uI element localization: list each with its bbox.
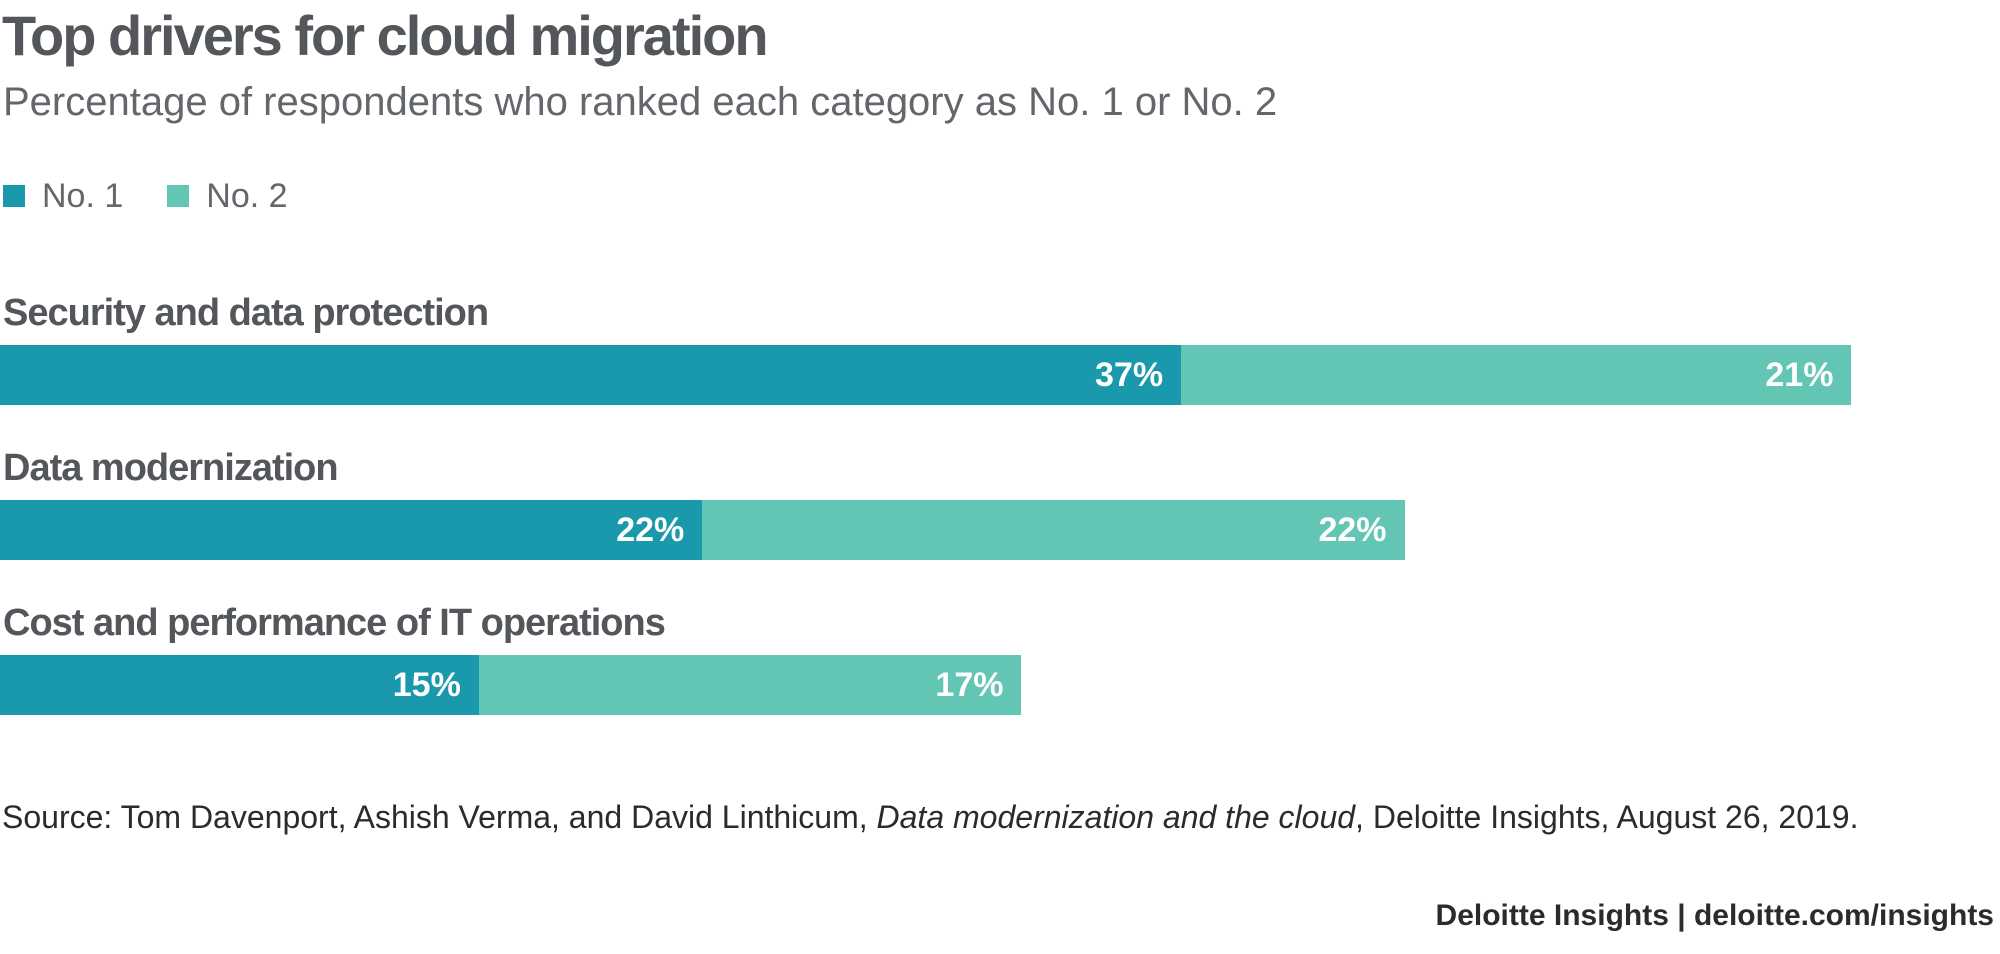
bar-label-cost-performance-no1: 15% bbox=[392, 666, 461, 704]
source-note: Source: Tom Davenport, Ashish Verma, and… bbox=[2, 796, 1862, 839]
source-prefix: Source: Tom Davenport, Ashish Verma, and… bbox=[2, 799, 877, 835]
bar-row-cost-performance: 15% 17% bbox=[0, 655, 1022, 715]
footer-credit: Deloitte Insights | deloitte.com/insight… bbox=[1435, 899, 1994, 932]
bar-label-security-no1: 37% bbox=[1095, 356, 1164, 394]
source-suffix: , Deloitte Insights, August 26, 2019. bbox=[1355, 799, 1859, 835]
category-label-security: Security and data protection bbox=[3, 292, 489, 334]
legend-label-no2: No. 2 bbox=[206, 176, 288, 215]
bar-label-data-modernization-no2: 22% bbox=[1318, 511, 1387, 549]
legend-swatch-no1 bbox=[3, 185, 25, 207]
chart-title: Top drivers for cloud migration bbox=[2, 4, 769, 67]
chart-legend: No. 1 No. 2 bbox=[3, 172, 332, 220]
category-label-cost-performance: Cost and performance of IT operations bbox=[3, 602, 666, 644]
bar-data-modernization-no1 bbox=[0, 500, 703, 560]
bar-cost-performance-no2 bbox=[478, 655, 1022, 715]
bar-cost-performance-no1 bbox=[0, 655, 479, 715]
bar-data-modernization-no2 bbox=[702, 500, 1405, 560]
bar-label-data-modernization-no1: 22% bbox=[616, 511, 685, 549]
bar-label-security-no2: 21% bbox=[1765, 356, 1834, 394]
category-label-data-modernization: Data modernization bbox=[3, 447, 339, 489]
legend-item-no1: No. 1 bbox=[3, 177, 123, 216]
bar-security-no1 bbox=[0, 345, 1182, 405]
legend-item-no2: No. 2 bbox=[167, 176, 288, 216]
source-publication: Data modernization and the cloud bbox=[876, 799, 1356, 835]
chart-subtitle: Percentage of respondents who ranked eac… bbox=[3, 80, 1278, 124]
legend-swatch-no2 bbox=[167, 185, 190, 207]
bar-row-data-modernization: 22% 22% bbox=[0, 500, 1405, 560]
bar-row-security: 37% 21% bbox=[0, 345, 1852, 405]
legend-label-no1: No. 1 bbox=[42, 176, 124, 215]
bar-label-cost-performance-no2: 17% bbox=[935, 666, 1004, 704]
bar-security-no2 bbox=[1181, 345, 1852, 405]
